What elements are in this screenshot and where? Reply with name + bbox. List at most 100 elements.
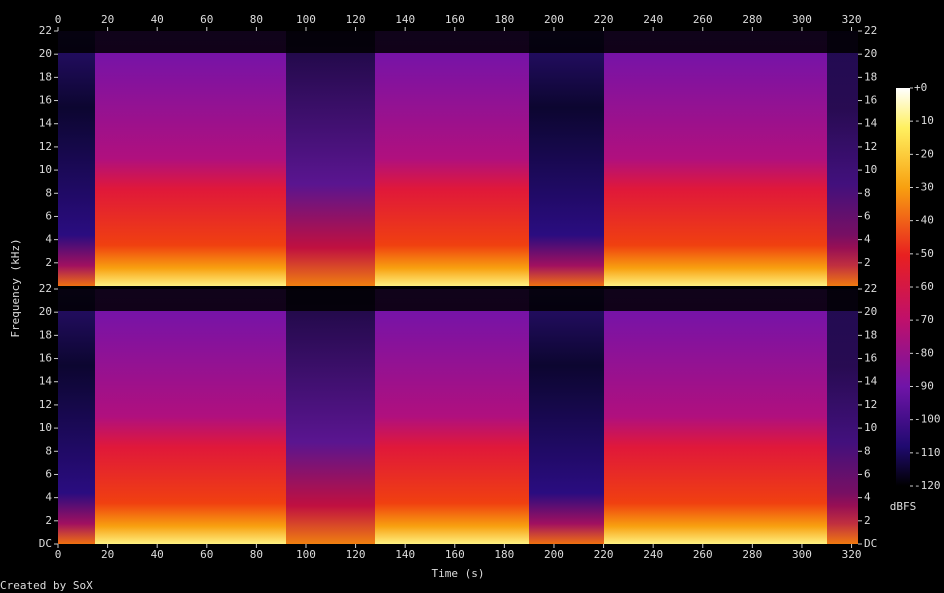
y-tick-label: 6 (45, 209, 52, 222)
y-tick-label-right: 20 (864, 47, 877, 60)
x-tick-label: 80 (250, 548, 263, 561)
colorbar-tick-label: -50 (914, 247, 934, 260)
x-tick-label-top: 280 (742, 13, 762, 26)
colorbar-tick-label: -60 (914, 280, 934, 293)
y-tick-label-right: 4 (864, 233, 871, 246)
y-tick-label-right: 4 (864, 491, 871, 504)
x-tick-label-top: 260 (693, 13, 713, 26)
x-tick-label-top: 160 (445, 13, 465, 26)
y-tick-label-right: 18 (864, 328, 877, 341)
y-tick-label: 10 (39, 163, 52, 176)
x-tick-label: 120 (346, 548, 366, 561)
x-tick-label-top: 220 (594, 13, 614, 26)
y-tick-label-right: 22 (864, 282, 877, 295)
y-tick-label-right: 22 (864, 24, 877, 37)
colorbar-tick-label: -40 (914, 214, 934, 227)
y-tick-label-right: DC (864, 537, 877, 550)
x-tick-label: 20 (101, 548, 114, 561)
y-tick-label-right: 16 (864, 94, 877, 107)
y-tick-label-right: 12 (864, 140, 877, 153)
x-tick-label-top: 120 (346, 13, 366, 26)
y-tick-label-right: 6 (864, 209, 871, 222)
y-tick-label: 4 (45, 491, 52, 504)
x-tick-label: 40 (151, 548, 164, 561)
colorbar-tick-label: -110 (914, 446, 941, 459)
x-tick-label-top: 100 (296, 13, 316, 26)
x-tick-label-top: 200 (544, 13, 564, 26)
spectrogram-top (58, 31, 858, 286)
colorbar-tick-label: -120 (914, 479, 941, 492)
colorbar-label: dBFS (890, 500, 917, 513)
x-tick-label: 220 (594, 548, 614, 561)
colorbar-tick-label: -10 (914, 114, 934, 127)
colorbar-tick-label: -20 (914, 147, 934, 160)
y-tick-label-right: 20 (864, 305, 877, 318)
y-tick-label-right: 12 (864, 398, 877, 411)
y-tick-label: 12 (39, 398, 52, 411)
colorbar (896, 88, 910, 486)
y-tick-label: 8 (45, 186, 52, 199)
y-axis-label: Frequency (kHz) (9, 238, 22, 337)
y-tick-label: DC (39, 537, 52, 550)
y-tick-label: 4 (45, 233, 52, 246)
y-tick-label: 6 (45, 467, 52, 480)
y-tick-label: 20 (39, 47, 52, 60)
x-tick-label: 260 (693, 548, 713, 561)
colorbar-tick-label: -100 (914, 413, 941, 426)
y-tick-label: 14 (39, 117, 53, 130)
colorbar-tick-label: -80 (914, 346, 934, 359)
x-tick-label-top: 300 (792, 13, 812, 26)
x-tick-label: 320 (842, 548, 862, 561)
x-tick-label: 180 (494, 548, 514, 561)
colorbar-tick-label: -30 (914, 181, 934, 194)
x-tick-label-top: 240 (643, 13, 663, 26)
y-tick-label: 8 (45, 444, 52, 457)
x-tick-label: 200 (544, 548, 564, 561)
y-tick-label: 10 (39, 421, 52, 434)
colorbar-tick-label: +0 (914, 81, 927, 94)
y-tick-label: 2 (45, 514, 52, 527)
y-tick-label: 22 (39, 24, 52, 37)
y-tick-label-right: 18 (864, 70, 877, 83)
x-tick-label: 160 (445, 548, 465, 561)
x-tick-label: 280 (742, 548, 762, 561)
x-axis-label: Time (s) (432, 567, 485, 580)
x-tick-label-top: 80 (250, 13, 263, 26)
x-tick-label-top: 60 (200, 13, 213, 26)
y-tick-label-right: 10 (864, 163, 877, 176)
x-tick-label: 0 (55, 548, 62, 561)
x-tick-label-top: 320 (842, 13, 862, 26)
y-tick-label: 16 (39, 94, 52, 107)
x-tick-label-top: 20 (101, 13, 114, 26)
y-tick-label-right: 2 (864, 514, 871, 527)
y-tick-label-right: 6 (864, 467, 871, 480)
y-tick-label: 16 (39, 352, 52, 365)
x-tick-label-top: 0 (55, 13, 62, 26)
colorbar-tick-label: -90 (914, 380, 934, 393)
y-tick-label: 12 (39, 140, 52, 153)
y-tick-label-right: 14 (864, 375, 878, 388)
y-tick-label: 2 (45, 256, 52, 269)
x-tick-label-top: 40 (151, 13, 164, 26)
y-tick-label: 14 (39, 375, 53, 388)
x-tick-label: 300 (792, 548, 812, 561)
x-tick-label: 240 (643, 548, 663, 561)
x-tick-label: 60 (200, 548, 213, 561)
y-tick-label: 18 (39, 70, 52, 83)
y-tick-label: 20 (39, 305, 52, 318)
y-tick-label-right: 14 (864, 117, 878, 130)
y-tick-label: 22 (39, 282, 52, 295)
x-tick-label-top: 180 (494, 13, 514, 26)
x-tick-label: 140 (395, 548, 415, 561)
x-tick-label: 100 (296, 548, 316, 561)
footer: Created by SoX (0, 579, 93, 592)
y-tick-label: 18 (39, 328, 52, 341)
spectrogram-bottom (58, 289, 858, 544)
y-tick-label-right: 16 (864, 352, 877, 365)
y-tick-label-right: 10 (864, 421, 877, 434)
x-tick-label-top: 140 (395, 13, 415, 26)
y-tick-label-right: 2 (864, 256, 871, 269)
y-tick-label-right: 8 (864, 444, 871, 457)
